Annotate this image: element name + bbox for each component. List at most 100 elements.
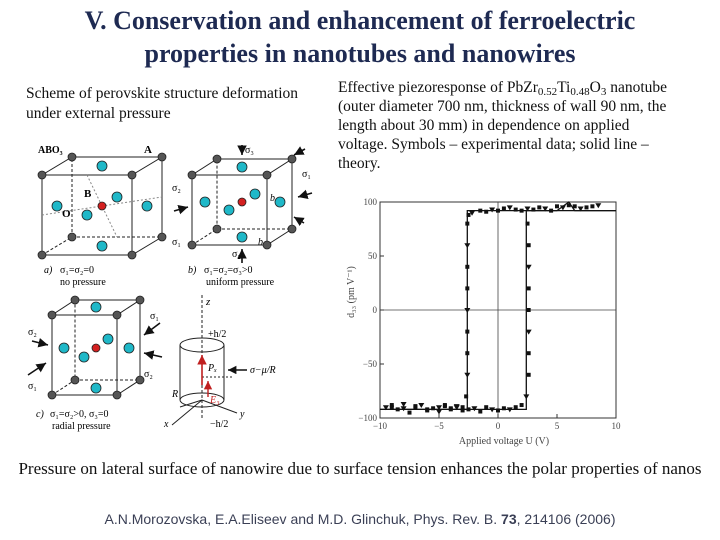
- experiment-point: [436, 405, 442, 411]
- panel-b-sigma1-right: σ₁: [302, 169, 311, 180]
- experiment-point: [484, 209, 489, 214]
- theory-line-down: [380, 209, 616, 411]
- cyl-bottom-label: −h/2: [210, 419, 228, 430]
- experiment-point: [465, 351, 470, 356]
- experiment-point: [464, 372, 471, 378]
- panel-b-sigma2: σ₂: [172, 183, 181, 194]
- panel-b-sigma1: σ₁: [172, 237, 181, 248]
- cyl-y-label: y: [239, 409, 245, 420]
- experiment-point: [513, 405, 518, 410]
- citation: A.N.Morozovska, E.A.Eliseev and M.D. Gli…: [10, 511, 710, 527]
- caption-sub2: 0.48: [570, 86, 590, 98]
- panel-c-sigma1: σ₁: [28, 381, 37, 392]
- perovskite-scheme-figure: ABO₃ A B O a) σ₁=σ₂=0 no pressure σ₃ σ₂ …: [27, 145, 313, 432]
- experiment-point: [465, 286, 470, 291]
- experiment-point: [400, 401, 407, 407]
- experiment-point: [496, 208, 500, 213]
- chart-xtick-label: 10: [612, 421, 622, 431]
- experiment-point: [496, 408, 500, 413]
- panel-c-pressure-arrows: [27, 322, 163, 376]
- experiment-point: [466, 407, 471, 412]
- cyl-top-label: +h/2: [208, 329, 226, 340]
- chart-ytick-label: 100: [364, 197, 378, 207]
- experiment-point: [525, 221, 530, 226]
- conclusion-text: Pressure on lateral surface of nanowire …: [18, 459, 702, 478]
- experiment-point: [501, 406, 506, 411]
- experiment-point: [465, 329, 470, 334]
- chart-xlabel: Applied voltage U (V): [459, 436, 549, 447]
- panel-a-label: a): [44, 265, 53, 276]
- citation-rest: , 214106 (2006): [516, 511, 616, 527]
- chart-ytick-label: 50: [368, 251, 378, 261]
- experiment-point: [460, 405, 465, 410]
- experiment-point: [389, 403, 394, 408]
- panel-b-label: b): [188, 265, 197, 276]
- experiment-point: [478, 409, 483, 414]
- experiment-point: [595, 203, 602, 209]
- chart-ylabel: d₃₃ (pm V⁻¹): [346, 266, 357, 318]
- panel-b-axis-b2: b: [258, 237, 263, 248]
- slide-title: V. Conservation and enhancement of ferro…: [20, 4, 700, 70]
- experiment-point: [469, 210, 476, 216]
- panel-b-subtitle: uniform pressure: [206, 277, 275, 288]
- experiment-point: [431, 406, 436, 411]
- caption-part1: Effective piezoresponse of Pb: [338, 79, 524, 96]
- experiment-point: [526, 308, 531, 312]
- chart-ytick-label: 0: [373, 305, 378, 315]
- experiment-point: [577, 206, 584, 212]
- experiment-point: [513, 207, 518, 212]
- experiment-point: [526, 286, 531, 291]
- experiment-point: [537, 205, 542, 210]
- experiment-point: [524, 206, 531, 212]
- panel-b-axis-b: b: [270, 193, 275, 204]
- piezoresponse-chart: d₃₃ (pm V⁻¹) Applied voltage U (V) −10 −5…: [346, 197, 622, 447]
- experiment-point: [389, 405, 394, 410]
- experiment-point: [525, 329, 532, 335]
- panel-b-atoms: [187, 154, 297, 250]
- citation-authors: A.N.Morozovska, E.A.Eliseev and M.D. Gli…: [104, 511, 502, 527]
- experiment-point: [464, 308, 471, 313]
- experiment-point: [489, 407, 496, 413]
- experiment-point: [382, 405, 389, 411]
- experiment-point: [506, 407, 513, 413]
- cyl-radius-label: R: [171, 389, 178, 400]
- experiment-point: [501, 206, 506, 211]
- panel-c-sigma1-right: σ₁: [150, 311, 159, 322]
- panel-c-equation: σ₁=σ₂>0, σ₃=0: [50, 409, 109, 420]
- panel-c-sigma2: σ₂: [28, 327, 37, 338]
- chart-ytick-label: −100: [358, 413, 377, 423]
- experiment-point: [400, 406, 407, 412]
- cyl-field-label: E₃: [209, 395, 220, 406]
- experiment-point: [478, 208, 483, 213]
- caption-el1: Zr: [523, 79, 538, 96]
- experiment-point: [442, 403, 447, 408]
- experiment-point: [555, 204, 559, 209]
- experiment-point: [526, 372, 531, 377]
- experiment-point: [471, 406, 478, 412]
- citation-volume: 73: [501, 511, 517, 527]
- experiment-point: [572, 204, 577, 209]
- chart-xtick-label: −5: [434, 421, 444, 431]
- experiment-point: [526, 243, 531, 248]
- panel-a-subtitle: no pressure: [60, 277, 106, 288]
- experiment-point: [519, 208, 524, 213]
- experiment-point: [484, 405, 489, 410]
- scheme-caption: Scheme of perovskite structure deformati…: [26, 85, 299, 122]
- caption-sub3: 3: [600, 86, 607, 98]
- experiment-point: [395, 407, 400, 412]
- experiment-point: [407, 410, 412, 415]
- label-a-site: A: [144, 145, 152, 156]
- panel-b-sigma2-low: σ₂: [232, 249, 241, 260]
- chart-xtick-label: 5: [555, 421, 560, 431]
- experiment-point: [542, 206, 549, 212]
- experiment-point: [584, 205, 589, 210]
- experiment-point: [465, 221, 470, 226]
- experiment-point: [549, 208, 554, 213]
- experiment-point: [465, 264, 470, 269]
- experiment-point: [506, 205, 513, 211]
- slide-title-line1: V. Conservation and enhancement of ferro…: [84, 6, 636, 35]
- experiment-point: [525, 264, 532, 270]
- experiment-point: [526, 351, 531, 356]
- chart-ytick-label: −50: [363, 359, 378, 369]
- experiment-point: [464, 243, 471, 249]
